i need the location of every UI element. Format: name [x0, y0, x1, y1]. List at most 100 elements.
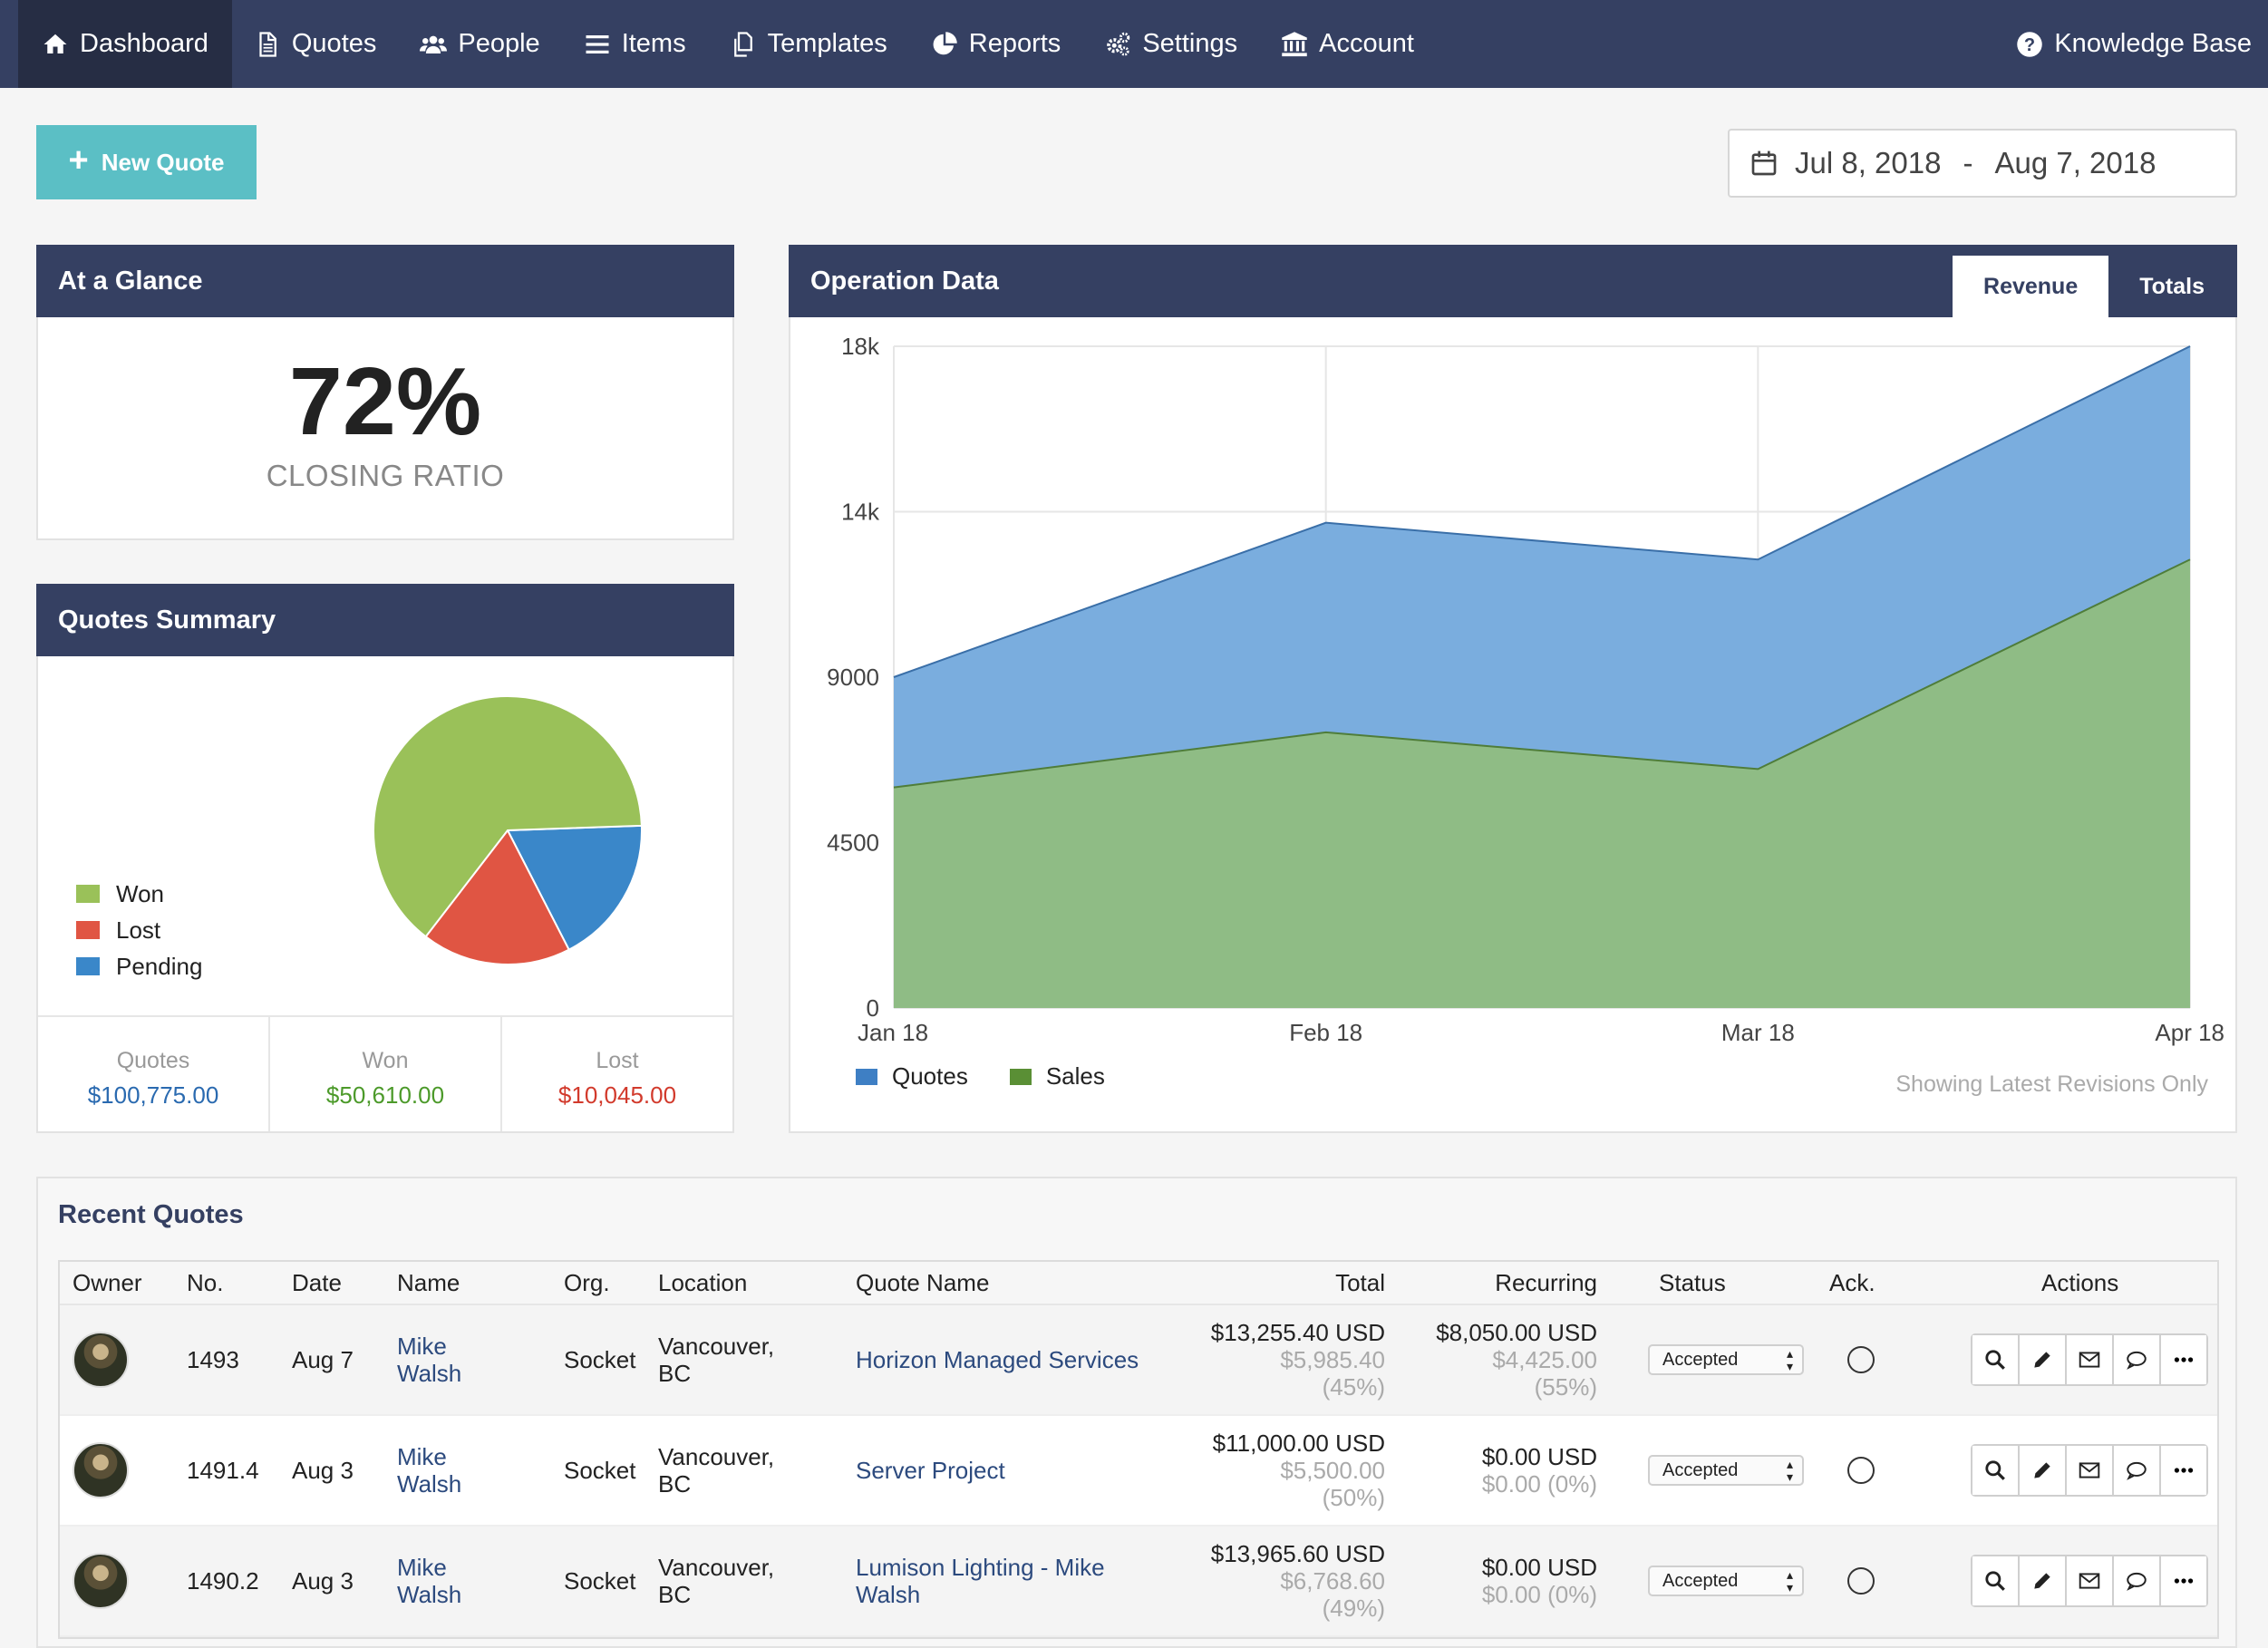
- legend-item-lost: Lost: [76, 912, 202, 948]
- new-quote-button[interactable]: + New Quote: [36, 125, 257, 199]
- col-header[interactable]: Name: [397, 1268, 460, 1296]
- contact-name-link[interactable]: Mike Walsh: [383, 1554, 544, 1608]
- pie-chart-icon: [933, 31, 957, 54]
- col-header[interactable]: Location: [658, 1268, 748, 1296]
- contact-name-link[interactable]: Mike Walsh: [383, 1333, 544, 1387]
- total-margin: $5,500.00: [1280, 1457, 1385, 1484]
- quote-date: Aug 3: [292, 1566, 354, 1595]
- stat-label: Quotes: [116, 1048, 190, 1073]
- location: Vancouver, BC: [649, 1333, 834, 1387]
- legend-item-pending: Pending: [76, 948, 202, 984]
- avatar[interactable]: [73, 1553, 129, 1609]
- x-tick-label: Jan 18: [858, 1019, 928, 1046]
- avatar[interactable]: [73, 1332, 129, 1388]
- email-button[interactable]: [2067, 1335, 2114, 1384]
- edit-button[interactable]: [2020, 1446, 2067, 1495]
- col-header[interactable]: Date: [292, 1268, 342, 1296]
- contact-name-link[interactable]: Mike Walsh: [383, 1443, 544, 1498]
- quote-date: Aug 7: [292, 1345, 354, 1373]
- view-button[interactable]: [1972, 1446, 2020, 1495]
- table-row: 1490.2 Aug 3 Mike Walsh Socket Vancouver,…: [60, 1527, 2217, 1637]
- pie-slice-lost: [424, 829, 570, 965]
- more-button[interactable]: [2161, 1446, 2206, 1495]
- y-tick-label: 4500: [827, 829, 879, 857]
- copy-icon: [733, 31, 752, 57]
- legend-item-sales: Sales: [1009, 1062, 1105, 1091]
- legend-label: Won: [116, 879, 164, 907]
- ack-radio[interactable]: [1847, 1457, 1875, 1484]
- col-header[interactable]: Owner: [73, 1268, 142, 1296]
- col-header[interactable]: Status: [1659, 1268, 1726, 1296]
- stat-label: Lost: [596, 1048, 639, 1073]
- nav-dashboard[interactable]: Dashboard: [18, 0, 232, 88]
- pie-slice-pending: [506, 824, 643, 951]
- status-select[interactable]: Accepted ▴ ▾: [1648, 1566, 1804, 1596]
- closing-ratio-label: CLOSING RATIO: [266, 459, 505, 492]
- col-header[interactable]: Ack.: [1829, 1268, 1875, 1296]
- envelope-icon: [2079, 1462, 2100, 1478]
- quote-name-link[interactable]: Lumison Lighting - Mike Walsh: [834, 1554, 1162, 1608]
- nav-reports[interactable]: Reports: [909, 0, 1083, 88]
- col-header[interactable]: No.: [187, 1268, 224, 1296]
- x-tick-label: Mar 18: [1721, 1019, 1795, 1046]
- quote-name-link[interactable]: Horizon Managed Services: [834, 1346, 1162, 1373]
- search-icon: [1985, 1460, 2005, 1480]
- owner-cell: [60, 1553, 169, 1609]
- nav-items[interactable]: Items: [562, 0, 708, 88]
- line-series-sales: [893, 558, 2191, 789]
- quote-number: 1491.4: [187, 1456, 259, 1484]
- quote-name-line2: Walsh: [856, 1581, 921, 1608]
- avatar[interactable]: [73, 1442, 129, 1498]
- col-header[interactable]: Quote Name: [856, 1268, 990, 1296]
- y-tick-label: 14k: [841, 499, 880, 526]
- col-header[interactable]: Total: [1335, 1268, 1385, 1296]
- total-amount: $13,965.60 USD: [1210, 1540, 1385, 1567]
- comment-button[interactable]: [2114, 1556, 2161, 1605]
- recurring-margin: $0.00 (0%): [1481, 1470, 1597, 1498]
- date-range-picker[interactable]: Jul 8, 2018 - Aug 7, 2018: [1728, 129, 2237, 198]
- search-icon: [1985, 1571, 2005, 1591]
- comment-button[interactable]: [2114, 1446, 2161, 1495]
- tab-totals[interactable]: Totals: [2139, 273, 2205, 299]
- email-button[interactable]: [2067, 1446, 2114, 1495]
- comment-button[interactable]: [2114, 1335, 2161, 1384]
- status-select[interactable]: Accepted ▴ ▾: [1648, 1344, 1804, 1375]
- nav-people[interactable]: People: [398, 0, 561, 88]
- nav-knowledge-base[interactable]: ? Knowledge Base: [1994, 0, 2268, 88]
- nav-knowledge-base-label: Knowledge Base: [2054, 29, 2252, 58]
- col-header[interactable]: Org.: [564, 1268, 610, 1296]
- view-button[interactable]: [1972, 1556, 2020, 1605]
- status-value: Accepted: [1662, 1570, 1739, 1591]
- date-start: Jul 8, 2018: [1795, 146, 1942, 179]
- owner-cell: [60, 1442, 169, 1498]
- actions-cell: [1911, 1333, 2208, 1386]
- edit-button[interactable]: [2020, 1335, 2067, 1384]
- nav-quotes[interactable]: Quotes: [232, 0, 399, 88]
- view-button[interactable]: [1972, 1335, 2020, 1384]
- more-button[interactable]: [2161, 1556, 2206, 1605]
- more-button[interactable]: [2161, 1335, 2206, 1384]
- ack-radio[interactable]: [1847, 1346, 1875, 1373]
- tab-revenue[interactable]: Revenue: [1953, 256, 2109, 317]
- ack-cell: [1784, 1457, 1911, 1484]
- home-icon: [44, 34, 67, 53]
- quote-date: Aug 3: [292, 1456, 354, 1484]
- ack-radio[interactable]: [1847, 1567, 1875, 1595]
- total-cell: $13,965.60 USD $6,768.60 (49%): [1162, 1540, 1398, 1622]
- total-margin-pct: (45%): [1322, 1373, 1385, 1401]
- email-button[interactable]: [2067, 1556, 2114, 1605]
- stat-won: Won $50,610.00: [270, 1017, 502, 1131]
- province: BC: [658, 1360, 692, 1387]
- edit-button[interactable]: [2020, 1556, 2067, 1605]
- city: Vancouver,: [658, 1333, 775, 1360]
- col-header[interactable]: Recurring: [1495, 1268, 1597, 1296]
- plus-icon: +: [68, 141, 89, 179]
- status-select[interactable]: Accepted ▴ ▾: [1648, 1455, 1804, 1486]
- select-arrows-icon: ▴ ▾: [1786, 1346, 1793, 1373]
- quote-name-link[interactable]: Server Project: [834, 1457, 1162, 1484]
- nav-reports-label: Reports: [968, 29, 1061, 58]
- nav-items-label: Items: [621, 29, 686, 58]
- nav-settings[interactable]: Settings: [1082, 0, 1259, 88]
- nav-account[interactable]: Account: [1259, 0, 1436, 88]
- nav-templates[interactable]: Templates: [708, 0, 909, 88]
